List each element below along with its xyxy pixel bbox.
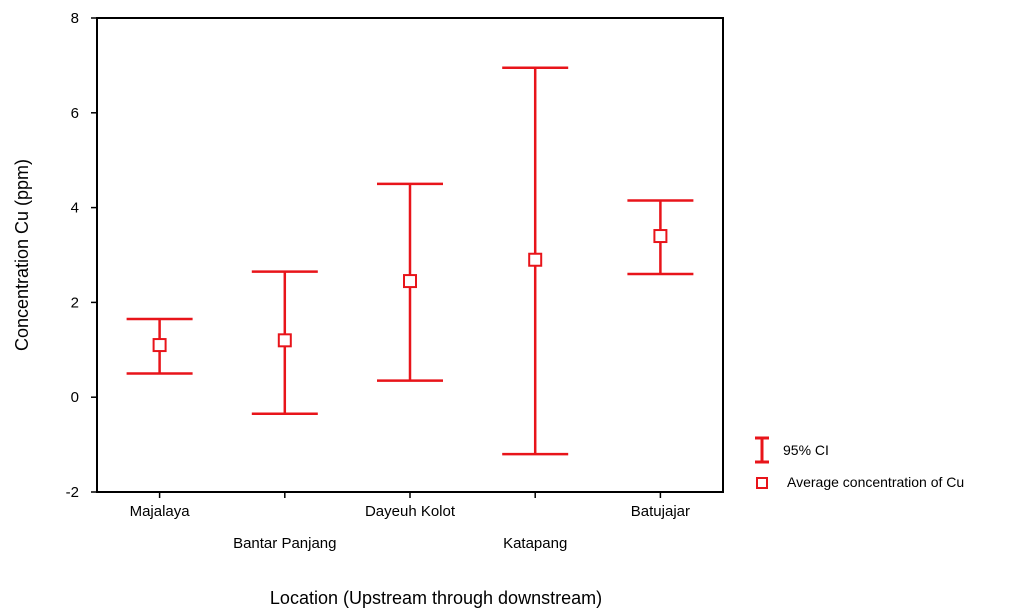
y-tick-label: 8 — [71, 10, 79, 27]
legend: 95% CI Average concentration of Cu — [755, 436, 964, 490]
y-tick-label: 0 — [71, 389, 79, 406]
mean-marker — [403, 274, 417, 289]
mean-marker — [152, 338, 167, 353]
mean-marker — [277, 333, 292, 348]
x-tick-label: Bantar Panjang — [233, 535, 336, 552]
y-tick-label: 6 — [71, 105, 79, 122]
y-tick-label: -2 — [66, 484, 79, 501]
y-tick-label: 2 — [71, 294, 79, 311]
x-tick-label: Katapang — [503, 535, 567, 552]
y-tick-label: 4 — [71, 200, 79, 217]
errorbar-dayeuh-kolot — [377, 182, 443, 382]
y-axis-title: Concentration Cu (ppm) — [12, 159, 32, 351]
x-axis-title: Location (Upstream through downstream) — [270, 588, 602, 608]
errorbar-katapang — [502, 66, 569, 456]
legend-label-mean: Average concentration of Cu — [787, 474, 964, 490]
mean-marker — [653, 229, 668, 244]
errorbar-majalaya — [126, 317, 193, 375]
errorbar-bantar-panjang — [251, 270, 318, 416]
legend-item-ci: 95% CI — [755, 436, 829, 464]
y-axis: -2 0 2 4 6 8 — [66, 10, 97, 501]
mean-marker — [528, 252, 543, 267]
legend-item-mean: Average concentration of Cu — [756, 474, 964, 490]
x-axis: Majalaya Bantar Panjang Dayeuh Kolot Katapa… — [130, 492, 690, 552]
x-tick-label: Batujajar — [631, 503, 690, 520]
x-tick-label: Majalaya — [130, 503, 191, 520]
errorbar-batujajar — [627, 199, 694, 276]
x-tick-label: Dayeuh Kolot — [365, 503, 456, 520]
series-group — [126, 66, 694, 456]
legend-label-ci: 95% CI — [783, 442, 829, 458]
